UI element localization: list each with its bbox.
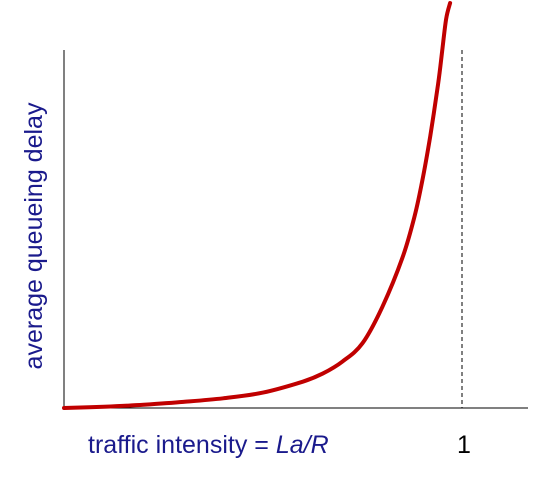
x-axis-label-formula: La/R [276, 431, 329, 459]
x-axis-label: traffic intensity = La/R [88, 431, 329, 459]
y-axis-label: average queueing delay [20, 102, 48, 369]
x-axis-label-prefix: traffic intensity = [88, 431, 276, 459]
delay-curve [62, 1, 453, 410]
x-tick-label: 1 [457, 431, 471, 459]
